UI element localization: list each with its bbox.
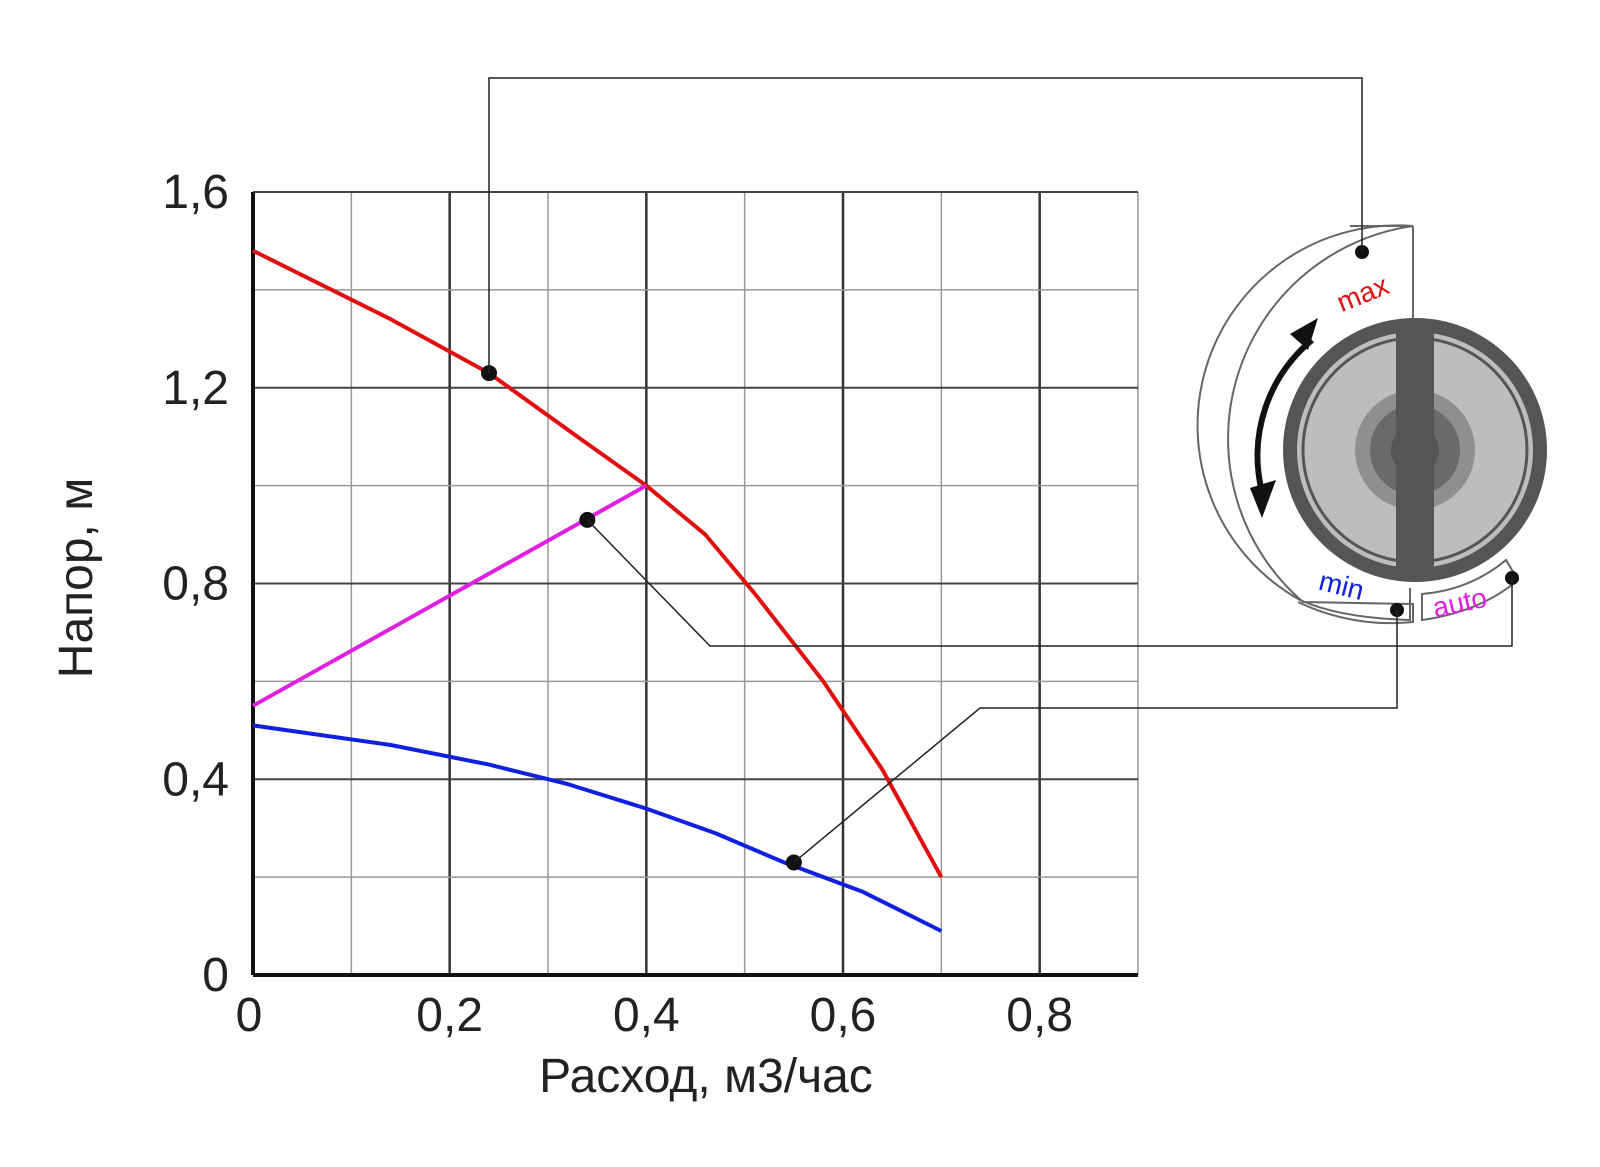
x-tick-label: 0,6 (810, 989, 877, 1042)
series-line-max (252, 248, 944, 879)
chart-axes (251, 192, 1138, 977)
chart-ticks: 0 0,2 0,4 0,6 0,8 0 0,4 0,8 1,2 1,6 (162, 166, 1073, 1042)
dial-label-auto: auto (1430, 582, 1490, 624)
series-line-min (252, 723, 943, 933)
dial-bottom-segment-auto (1421, 558, 1520, 622)
dial-label-min: min (1316, 565, 1367, 606)
mode-selector-dial: max min auto (1196, 224, 1547, 625)
leader-lines (488, 77, 1513, 863)
rotation-arrow-icon (1250, 318, 1318, 518)
dial-bottom-segment-min (1299, 588, 1411, 622)
y-axis-label: Напор, м (50, 478, 103, 678)
x-tick-label: 0,4 (613, 989, 680, 1042)
y-tick-label: 1,2 (162, 362, 229, 415)
y-tick-label: 1,6 (162, 166, 229, 219)
y-tick-label: 0,8 (162, 558, 229, 611)
y-tick-label: 0 (202, 949, 229, 1002)
leader-line-max (488, 77, 1363, 374)
x-tick-label: 0,2 (416, 989, 483, 1042)
x-tick-label: 0 (236, 989, 263, 1042)
leader-line-min (793, 610, 1398, 863)
chart-grid (251, 191, 1139, 976)
dial-label-max: max (1332, 269, 1393, 318)
x-tick-label: 0,8 (1006, 989, 1073, 1042)
chart-curves (252, 248, 944, 933)
x-axis-label: Расход, м3/час (539, 1050, 873, 1103)
leader-line-auto (586, 519, 1513, 647)
selector-knob-icon (1283, 318, 1547, 582)
y-tick-label: 0,4 (162, 753, 229, 806)
dial-outer-arc (1196, 224, 1414, 601)
